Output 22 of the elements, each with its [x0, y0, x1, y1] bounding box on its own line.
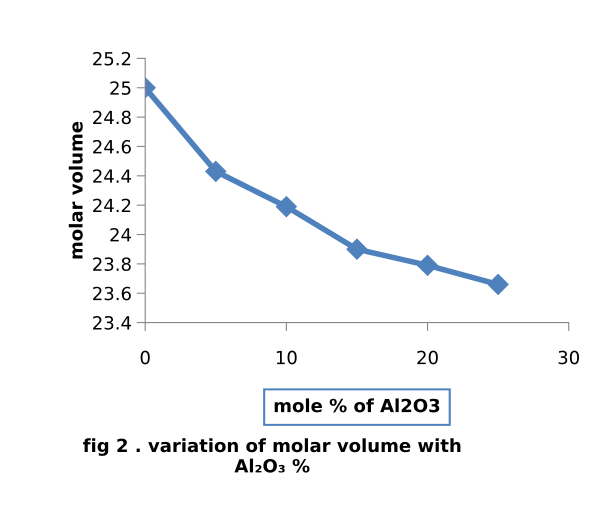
point: [205, 160, 226, 182]
y-tick-label: 24.8: [93, 110, 131, 124]
y-tick-label: 25.2: [93, 52, 130, 66]
y-tick-label: 24.4: [93, 169, 131, 183]
y-tick-label: 24.6: [93, 140, 131, 154]
x-tick-label: 20: [417, 350, 438, 364]
y-tick-label: 23.4: [93, 316, 131, 330]
y-tick-label: 24: [110, 228, 131, 242]
point: [417, 254, 438, 276]
y-tick-label: 25: [110, 81, 130, 95]
point: [346, 238, 368, 260]
caption: fig 2 . variation of molar volume with Al₂O₃ %: [83, 438, 460, 473]
point: [276, 196, 297, 218]
y-tick-label: 23.8: [93, 257, 131, 271]
y-tick-label: 23.6: [93, 286, 131, 300]
x-tick-label: 0: [140, 350, 150, 364]
y-tick-label: 24.2: [93, 198, 130, 212]
x-tick-label: 30: [558, 350, 579, 364]
x-axis-title: mole % of Al2O3: [274, 398, 440, 412]
point: [488, 274, 509, 295]
x-tick-label: 10: [276, 350, 297, 364]
y-axis-title: molar volume: [68, 122, 83, 259]
